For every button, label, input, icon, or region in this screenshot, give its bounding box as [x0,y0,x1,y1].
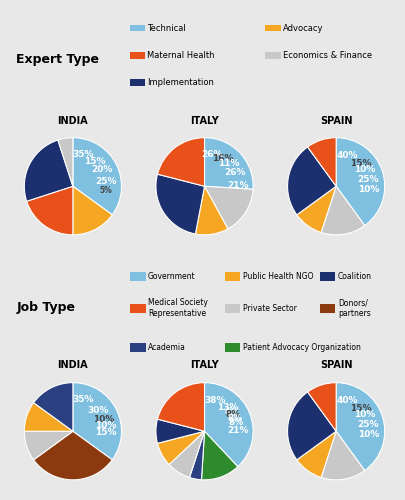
Wedge shape [158,431,205,464]
Text: 10%: 10% [95,421,116,430]
Text: 11%: 11% [218,160,240,168]
Wedge shape [205,186,253,229]
Text: 10%: 10% [93,416,115,424]
Text: 25%: 25% [358,174,379,184]
Text: 30%: 30% [87,406,109,414]
Text: Coalition: Coalition [338,272,372,281]
Text: Maternal Health: Maternal Health [147,51,215,60]
Text: 15%: 15% [85,158,106,166]
Text: 26%: 26% [201,150,223,158]
Wedge shape [58,138,73,186]
Title: ITALY: ITALY [190,116,219,126]
Wedge shape [156,174,205,234]
Text: 15%: 15% [350,160,371,168]
Text: 8%: 8% [225,410,241,418]
Bar [130,25,145,32]
Wedge shape [201,431,238,480]
Bar [225,342,241,351]
Title: SPAIN: SPAIN [320,116,352,126]
Bar [225,272,241,281]
Wedge shape [73,138,122,215]
Bar [130,80,145,86]
Wedge shape [24,140,73,202]
Text: 35%: 35% [72,395,94,404]
Bar [320,272,335,281]
Text: 10%: 10% [358,184,380,194]
Text: 10%: 10% [358,430,380,438]
Wedge shape [297,431,336,478]
Wedge shape [169,431,205,478]
Text: Donors/
partners: Donors/ partners [338,298,371,318]
Wedge shape [34,382,73,431]
Text: 26%: 26% [224,168,245,177]
Bar [130,342,145,351]
Wedge shape [307,382,336,431]
Text: 10%: 10% [354,165,375,174]
Title: ITALY: ITALY [190,360,219,370]
Wedge shape [190,431,205,480]
Text: 8%: 8% [227,414,243,423]
Text: 5%: 5% [99,186,112,195]
Wedge shape [73,382,122,460]
Text: 35%: 35% [72,150,94,159]
Bar [320,304,335,313]
Wedge shape [158,382,205,431]
Text: Public Health NGO: Public Health NGO [243,272,313,281]
Text: 4%: 4% [224,407,237,416]
Text: 8%: 8% [229,418,244,427]
Text: Implementation: Implementation [147,78,214,87]
Bar [265,25,281,32]
Text: 21%: 21% [227,426,248,436]
Text: Economics & Finance: Economics & Finance [283,51,372,60]
Text: 15%: 15% [350,404,371,413]
Text: 38%: 38% [205,396,226,404]
Text: Private Sector: Private Sector [243,304,297,312]
Text: 15%: 15% [95,428,117,437]
Wedge shape [288,147,336,215]
Text: 21%: 21% [227,182,248,190]
Text: Job Type: Job Type [16,301,75,314]
Text: Expert Type: Expert Type [16,54,99,66]
Wedge shape [336,382,385,470]
Wedge shape [307,138,336,186]
Bar [225,304,241,313]
Wedge shape [158,138,205,186]
Bar [265,52,281,59]
Title: INDIA: INDIA [58,360,88,370]
Wedge shape [205,382,253,466]
Wedge shape [205,138,253,190]
Text: 40%: 40% [337,150,358,160]
Text: Technical: Technical [147,24,186,32]
Wedge shape [24,431,73,460]
Wedge shape [34,431,112,480]
Wedge shape [73,186,112,235]
Title: INDIA: INDIA [58,116,88,126]
Text: 25%: 25% [95,178,116,186]
Wedge shape [156,419,205,444]
Wedge shape [27,186,73,235]
Bar [130,304,145,313]
Wedge shape [321,431,365,480]
Text: 20%: 20% [91,165,112,174]
Text: Medical Society
Representative: Medical Society Representative [148,298,208,318]
Text: Academia: Academia [148,342,186,351]
Text: 16%: 16% [212,154,234,164]
Wedge shape [321,186,365,235]
Wedge shape [24,402,73,431]
Text: 10%: 10% [354,410,375,419]
Bar [130,52,145,59]
Text: Government: Government [148,272,196,281]
Title: SPAIN: SPAIN [320,360,352,370]
Text: 13%: 13% [217,403,239,412]
Text: 25%: 25% [358,420,379,428]
Wedge shape [288,392,336,460]
Text: Advocacy: Advocacy [283,24,323,32]
Bar [130,272,145,281]
Wedge shape [336,138,385,226]
Wedge shape [297,186,336,232]
Text: Patient Advocacy Organization: Patient Advocacy Organization [243,342,361,351]
Text: 40%: 40% [337,396,358,404]
Wedge shape [196,186,228,235]
